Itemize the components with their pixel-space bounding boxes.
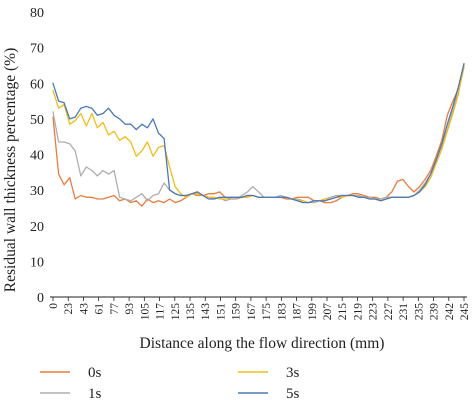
y-tick-label: 60 (30, 77, 44, 92)
x-tick-label: 199 (307, 303, 319, 321)
x-tick-label: 93 (124, 303, 136, 315)
y-tick-label: 80 (30, 6, 44, 21)
x-tick-label: 167 (246, 303, 258, 321)
x-tick-label: 207 (322, 303, 334, 321)
x-tick-label: 215 (337, 303, 349, 321)
x-tick-label: 61 (94, 303, 106, 315)
x-tick-label: 227 (383, 303, 395, 321)
legend-label-3s: 3s (286, 365, 300, 381)
legend-label-5s: 5s (286, 386, 300, 402)
x-tick-label: 43 (78, 303, 90, 315)
legend-label-0s: 0s (88, 365, 102, 381)
x-tick-label: 159 (231, 303, 243, 321)
series-line-3s (52, 64, 465, 204)
x-tick-label: 175 (261, 303, 273, 321)
x-tick-label: 245 (459, 303, 471, 321)
y-axis: 0 10 20 30 40 50 60 70 80 (30, 6, 44, 306)
legend: 0s 1s 3s 5s (40, 365, 300, 402)
y-axis-title: Residual wall thickness percentage (%) (2, 48, 19, 292)
legend-label-1s: 1s (88, 386, 102, 402)
x-tick-label: 117 (155, 303, 167, 320)
x-tick-label: 135 (185, 303, 197, 321)
y-tick-label: 40 (30, 149, 44, 164)
x-tick-label: 219 (352, 303, 364, 321)
x-tick-label: 143 (200, 303, 212, 321)
x-tick-label: 187 (292, 303, 304, 321)
x-tick-label: 23 (63, 303, 75, 315)
x-tick-label: 105 (139, 303, 151, 321)
x-tick-label: 223 (368, 303, 380, 321)
x-tick-label: 0 (48, 303, 60, 309)
x-axis-title: Distance along the flow direction (mm) (140, 335, 385, 352)
y-tick-label: 50 (30, 113, 44, 128)
x-tick-label: 242 (444, 303, 456, 321)
x-tick-label: 231 (398, 303, 410, 321)
x-tick-label: 125 (170, 303, 182, 321)
y-tick-label: 10 (30, 255, 44, 270)
series-line-0s (52, 63, 465, 207)
x-tick-label: 239 (429, 303, 441, 321)
series-line-5s (52, 63, 465, 204)
y-tick-label: 30 (30, 184, 44, 199)
plot-area (52, 63, 465, 207)
x-tick-label: 183 (276, 303, 288, 321)
x-tick-label: 151 (215, 303, 227, 321)
y-tick-label: 20 (30, 220, 44, 235)
series-line-1s (52, 66, 465, 204)
x-tick-label: 77 (109, 303, 121, 315)
y-tick-label: 70 (30, 42, 44, 57)
x-tick-label: 235 (413, 303, 425, 321)
y-tick-label: 0 (37, 291, 44, 306)
x-axis: 0 23 43 61 77 93 105 117 125 135 143 151 159 167 175 18… (48, 297, 471, 320)
